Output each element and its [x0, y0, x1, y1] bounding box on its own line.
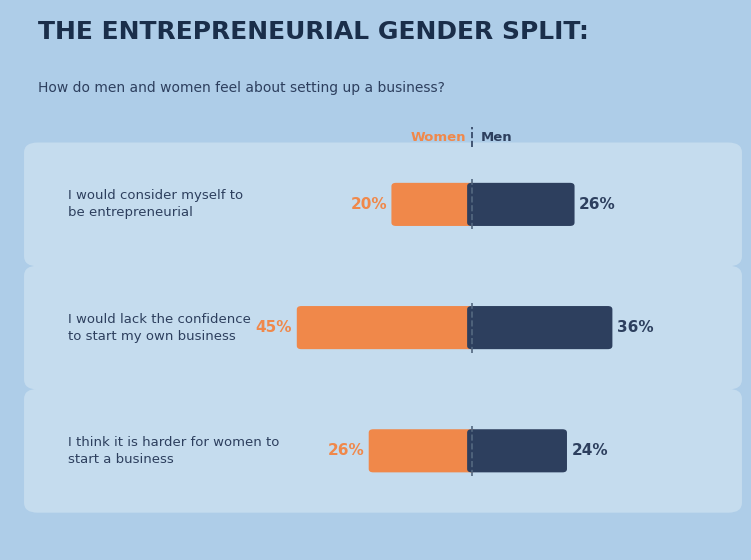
Text: I would consider myself to
be entrepreneurial: I would consider myself to be entreprene… — [68, 189, 243, 220]
Text: 26%: 26% — [327, 444, 364, 458]
Text: 20%: 20% — [350, 197, 387, 212]
Text: I think it is harder for women to
start a business: I think it is harder for women to start … — [68, 436, 279, 466]
Text: Women: Women — [410, 130, 466, 144]
Text: 45%: 45% — [256, 320, 292, 335]
Text: Men: Men — [481, 130, 512, 144]
Text: I would lack the confidence
to start my own business: I would lack the confidence to start my … — [68, 312, 251, 343]
Text: 24%: 24% — [572, 444, 608, 458]
FancyBboxPatch shape — [467, 430, 567, 473]
FancyBboxPatch shape — [467, 183, 575, 226]
FancyBboxPatch shape — [391, 183, 476, 226]
FancyBboxPatch shape — [297, 306, 476, 349]
FancyBboxPatch shape — [24, 389, 742, 513]
FancyBboxPatch shape — [24, 266, 742, 390]
Text: 36%: 36% — [617, 320, 653, 335]
Text: 26%: 26% — [579, 197, 616, 212]
Text: THE ENTREPRENEURIAL GENDER SPLIT:: THE ENTREPRENEURIAL GENDER SPLIT: — [38, 20, 589, 44]
FancyBboxPatch shape — [24, 143, 742, 267]
Text: How do men and women feel about setting up a business?: How do men and women feel about setting … — [38, 81, 445, 95]
FancyBboxPatch shape — [369, 430, 476, 473]
FancyBboxPatch shape — [467, 306, 612, 349]
